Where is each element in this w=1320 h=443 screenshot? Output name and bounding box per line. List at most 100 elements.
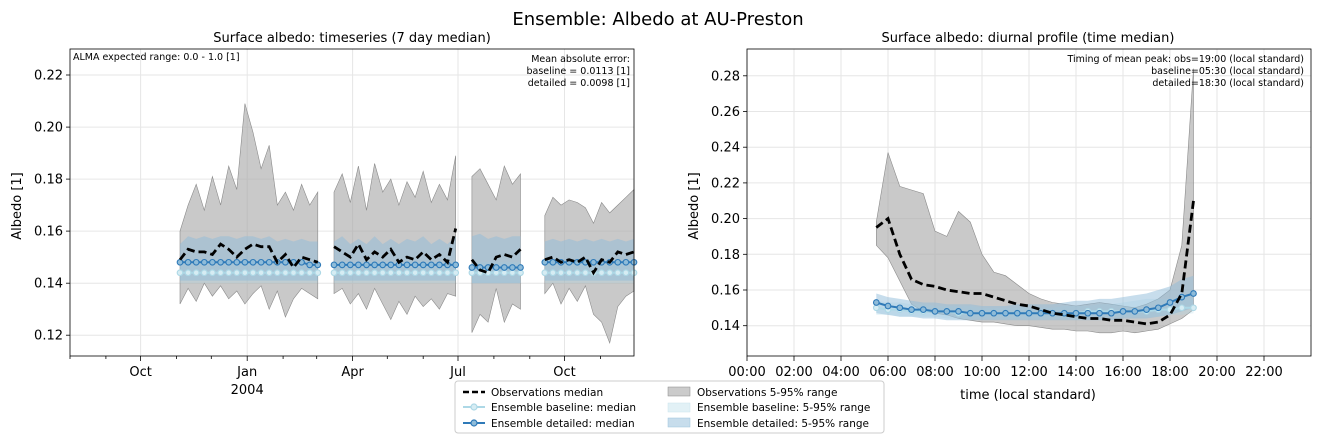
timeseries-detailed-band bbox=[180, 236, 318, 281]
timeseries-baseline-point bbox=[273, 269, 281, 277]
timeseries-detailed-point bbox=[452, 261, 460, 269]
timeseries-detailed-point bbox=[436, 261, 443, 269]
timeseries-baseline-point bbox=[419, 269, 427, 277]
timeseries-baseline-point bbox=[436, 269, 443, 277]
diurnal-detailed-point bbox=[1190, 290, 1197, 297]
diurnal-detailed-point bbox=[884, 302, 892, 310]
timeseries-baseline-point bbox=[257, 269, 265, 277]
diurnal-detailed-point bbox=[872, 299, 880, 306]
legend-entry-baseline-band: Ensemble baseline: 5-95% range bbox=[667, 402, 870, 414]
timeseries-mae-baseline: baseline = 0.0113 [1] bbox=[526, 66, 630, 77]
timeseries-baseline-point bbox=[249, 269, 257, 277]
timeseries-xtick-label: Jan bbox=[236, 365, 257, 380]
timeseries-detailed-band bbox=[334, 236, 456, 281]
timeseries-baseline-point bbox=[387, 269, 395, 277]
timeseries-detailed-point bbox=[419, 261, 427, 269]
timeseries-detailed-point bbox=[403, 261, 411, 269]
diurnal-detailed-point bbox=[1131, 308, 1139, 315]
timeseries-baseline-point bbox=[192, 269, 200, 277]
timeseries-segment-3 bbox=[468, 165, 524, 333]
timeseries-baseline-point bbox=[225, 269, 233, 277]
timeseries-baseline-point bbox=[452, 269, 460, 277]
timeseries-detailed-point bbox=[176, 258, 184, 266]
timeseries-plot-area bbox=[176, 103, 638, 345]
timeseries-detailed-point bbox=[209, 258, 216, 266]
timeseries-ylabel: Albedo [1] bbox=[10, 172, 25, 240]
legend-entry-detailed-band: Ensemble detailed: 5-95% range bbox=[667, 417, 869, 430]
legend-swatch-baseline-marker bbox=[470, 403, 478, 411]
timeseries-baseline-point bbox=[557, 269, 565, 277]
diurnal-xtick-label: 10:00 bbox=[963, 365, 1000, 380]
timeseries-baseline-point bbox=[606, 269, 614, 277]
figure-title: Ensemble: Albedo at AU-Preston bbox=[512, 9, 803, 30]
timeseries-baseline-point bbox=[444, 269, 451, 277]
timeseries-detailed-point bbox=[622, 258, 630, 266]
timeseries-detailed-point bbox=[411, 261, 419, 269]
diurnal-detailed-point bbox=[1107, 309, 1115, 317]
diurnal-peak-timing-obs: Timing of mean peak: obs=19:00 (local st… bbox=[1066, 54, 1304, 65]
diurnal-detailed-point bbox=[1037, 309, 1045, 317]
diurnal-detailed-band bbox=[876, 275, 1194, 321]
legend-swatch-detailed-band bbox=[667, 417, 691, 428]
diurnal-detailed-median-line bbox=[876, 292, 1194, 315]
timeseries-baseline-point bbox=[573, 269, 581, 277]
diurnal-xtick-label: 16:00 bbox=[1104, 365, 1141, 380]
timeseries-obs-median-line bbox=[178, 242, 319, 270]
timeseries-detailed-point bbox=[427, 261, 435, 269]
diurnal-detailed-point bbox=[919, 306, 927, 313]
timeseries-baseline-point bbox=[330, 269, 338, 277]
legend-entry-detailed-median: Ensemble detailed: median bbox=[463, 418, 635, 430]
timeseries-baseline-point bbox=[217, 269, 224, 277]
timeseries-baseline-point bbox=[265, 269, 273, 277]
diurnal-detailed-point bbox=[1096, 309, 1103, 317]
timeseries-xtick-label: Apr bbox=[341, 365, 364, 380]
timeseries-baseline-point bbox=[427, 269, 435, 277]
timeseries-ytick-label: 0.20 bbox=[34, 121, 63, 136]
timeseries-baseline-point bbox=[565, 269, 573, 277]
legend-label-baseline-band: Ensemble baseline: 5-95% range bbox=[697, 402, 870, 414]
diurnal-xtick-label: 00:00 bbox=[728, 365, 765, 380]
timeseries-detailed-point bbox=[225, 258, 233, 266]
timeseries-segment-4 bbox=[541, 188, 638, 345]
diurnal-ytick-label: 0.14 bbox=[711, 319, 740, 334]
diurnal-xtick-label: 18:00 bbox=[1151, 365, 1188, 380]
timeseries-baseline-point bbox=[176, 269, 184, 277]
diurnal-ylabel: Albedo [1] bbox=[687, 172, 702, 240]
legend-entry-obs-median: Observations median bbox=[463, 387, 603, 399]
timeseries-detailed-point bbox=[257, 258, 265, 266]
diurnal-obs-band bbox=[875, 68, 1194, 334]
timeseries-baseline-point bbox=[582, 269, 589, 277]
timeseries-title: Surface albedo: timeseries (7 day median… bbox=[213, 31, 491, 46]
diurnal-peak-timing-baseline: baseline=05:30 (local standard) bbox=[1151, 66, 1304, 77]
timeseries-detailed-point bbox=[200, 258, 208, 266]
timeseries-detailed-point bbox=[549, 258, 557, 266]
diurnal-ytick-label: 0.20 bbox=[711, 212, 740, 227]
timeseries-detailed-point bbox=[500, 264, 508, 271]
timeseries-detailed-point bbox=[233, 258, 241, 266]
diurnal-xtick-label: 06:00 bbox=[869, 365, 906, 380]
timeseries-baseline-point bbox=[614, 269, 622, 277]
diurnal-detailed-point bbox=[1072, 309, 1080, 317]
legend-entry-obs-band: Observations 5-95% range bbox=[667, 386, 837, 399]
timeseries-detailed-point bbox=[517, 264, 524, 271]
timeseries-detailed-point bbox=[492, 264, 500, 271]
diurnal-baseline-point bbox=[1190, 304, 1197, 312]
timeseries-grid bbox=[70, 49, 634, 356]
diurnal-obs-median-line bbox=[875, 200, 1195, 326]
timeseries-baseline-point bbox=[598, 269, 605, 277]
diurnal-detailed-point bbox=[1025, 309, 1033, 317]
diurnal-ytick-label: 0.26 bbox=[711, 105, 740, 120]
timeseries-xtick-label: Oct bbox=[129, 365, 151, 380]
legend: Observations median Ensemble baseline: m… bbox=[454, 380, 885, 434]
diurnal-axes-frame bbox=[746, 48, 1312, 357]
diurnal-detailed-point bbox=[1002, 309, 1009, 317]
legend-label-detailed-band: Ensemble detailed: 5-95% range bbox=[697, 418, 869, 430]
timeseries-baseline-point bbox=[363, 269, 370, 277]
timeseries-baseline-point bbox=[233, 269, 241, 277]
timeseries-baseline-point bbox=[355, 269, 362, 277]
timeseries-detailed-point bbox=[282, 258, 289, 266]
timeseries-detailed-point bbox=[355, 261, 362, 269]
timeseries-baseline-point bbox=[541, 269, 549, 277]
diurnal-panel: Surface albedo: diurnal profile (time me… bbox=[687, 31, 1312, 403]
timeseries-baseline-point bbox=[290, 269, 297, 277]
